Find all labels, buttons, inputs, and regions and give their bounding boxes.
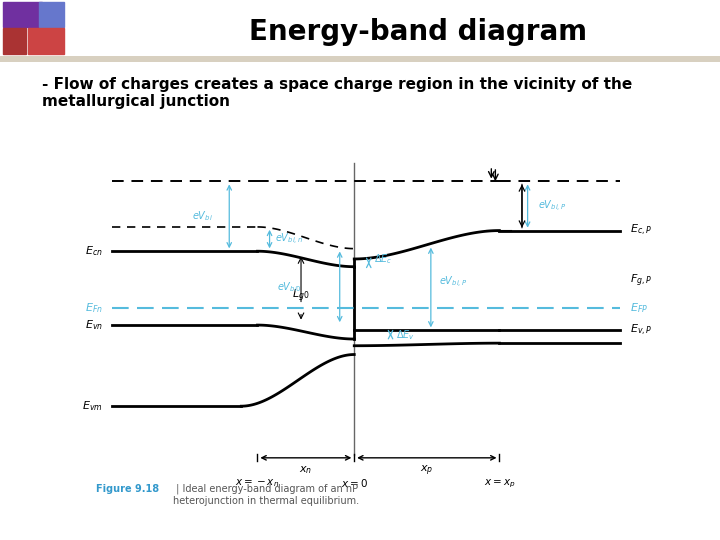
- Text: $eV_{bi,P}$: $eV_{bi,P}$: [538, 199, 567, 214]
- Text: $\Delta E_c$: $\Delta E_c$: [374, 252, 393, 266]
- Text: Figure 9.18: Figure 9.18: [96, 484, 159, 494]
- Text: $x_p$: $x_p$: [420, 464, 433, 478]
- Text: $E_{FP}$: $E_{FP}$: [630, 301, 648, 315]
- Text: $E_{vm}$: $E_{vm}$: [82, 399, 103, 413]
- Text: $eV_{bi0}$: $eV_{bi0}$: [277, 280, 302, 294]
- Text: | Ideal energy-band diagram of an nP
heterojunction in thermal equilibrium.: | Ideal energy-band diagram of an nP het…: [173, 484, 359, 506]
- Text: $E_{c,P}$: $E_{c,P}$: [630, 223, 652, 238]
- Text: $E_{vn}$: $E_{vn}$: [85, 318, 103, 332]
- Text: $E_{cn}$: $E_{cn}$: [85, 244, 103, 258]
- Text: $x = -x_n$: $x = -x_n$: [235, 477, 279, 489]
- Text: $L_{g0}$: $L_{g0}$: [292, 288, 310, 304]
- Text: $eV_{bi}$: $eV_{bi}$: [192, 210, 213, 223]
- Bar: [4, 2, 42, 27]
- Text: Energy-band diagram: Energy-band diagram: [248, 18, 587, 46]
- Text: $x_n$: $x_n$: [300, 464, 312, 476]
- Text: $eV_{bi,P}$: $eV_{bi,P}$: [439, 275, 467, 290]
- Text: $F_{g,P}$: $F_{g,P}$: [630, 272, 652, 288]
- Text: $x = x_p$: $x = x_p$: [484, 477, 516, 490]
- Text: $E_{v,P}$: $E_{v,P}$: [630, 323, 652, 338]
- Bar: [28, 28, 63, 54]
- Text: $x = 0$: $x = 0$: [341, 477, 368, 489]
- Bar: [4, 28, 26, 54]
- Text: $eV_{bi,n}$: $eV_{bi,n}$: [275, 232, 303, 247]
- Bar: [39, 2, 63, 27]
- Text: $\Delta E_v$: $\Delta E_v$: [396, 328, 415, 341]
- Text: $E_{Fn}$: $E_{Fn}$: [85, 301, 103, 315]
- Text: - Flow of charges creates a space charge region in the vicinity of the
metallurg: - Flow of charges creates a space charge…: [42, 77, 633, 109]
